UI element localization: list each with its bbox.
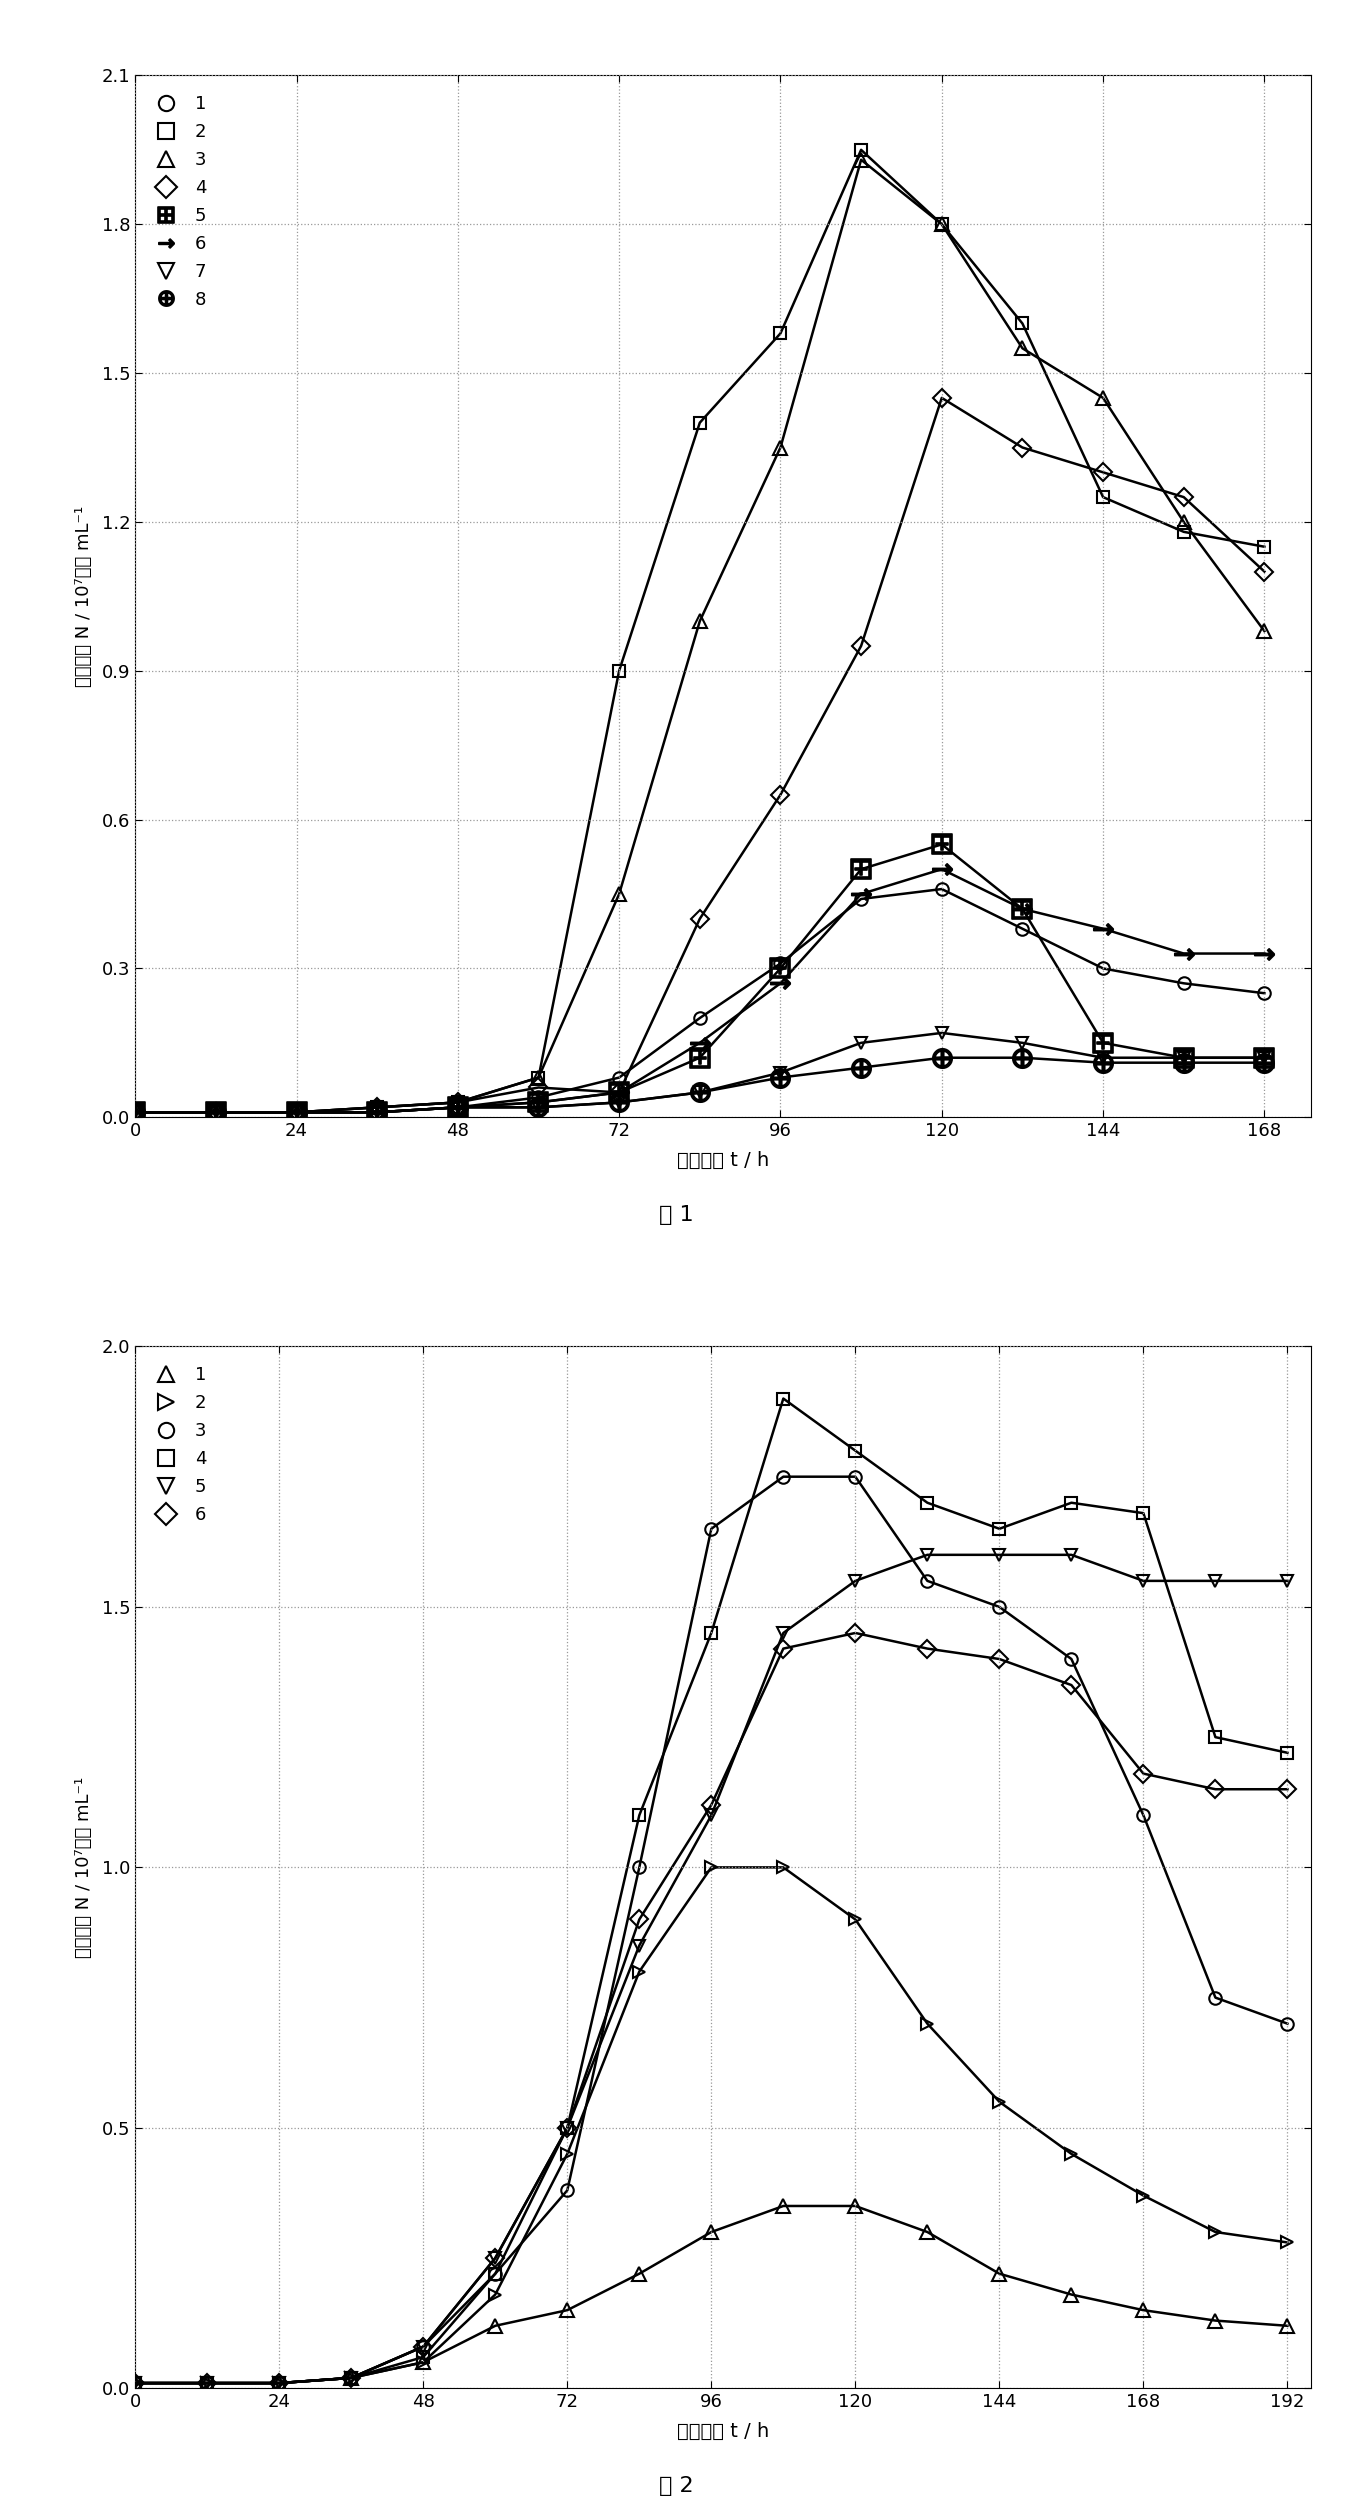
X-axis label: 培养时间 t / h: 培养时间 t / h (677, 2423, 769, 2441)
Legend: 1, 2, 3, 4, 5, 6: 1, 2, 3, 4, 5, 6 (145, 1355, 218, 1536)
X-axis label: 培养时间 t / h: 培养时间 t / h (677, 1151, 769, 1169)
Text: 图 1: 图 1 (658, 1204, 694, 1224)
Text: 图 2: 图 2 (658, 2476, 694, 2496)
Legend: 1, 2, 3, 4, 5, 6, 7, 8: 1, 2, 3, 4, 5, 6, 7, 8 (145, 85, 218, 319)
Y-axis label: 细胞密度 N / 10⁷细胞 mL⁻¹: 细胞密度 N / 10⁷细胞 mL⁻¹ (76, 505, 93, 686)
Y-axis label: 细胞密度 N / 10⁷细胞 mL⁻¹: 细胞密度 N / 10⁷细胞 mL⁻¹ (76, 1777, 93, 1958)
